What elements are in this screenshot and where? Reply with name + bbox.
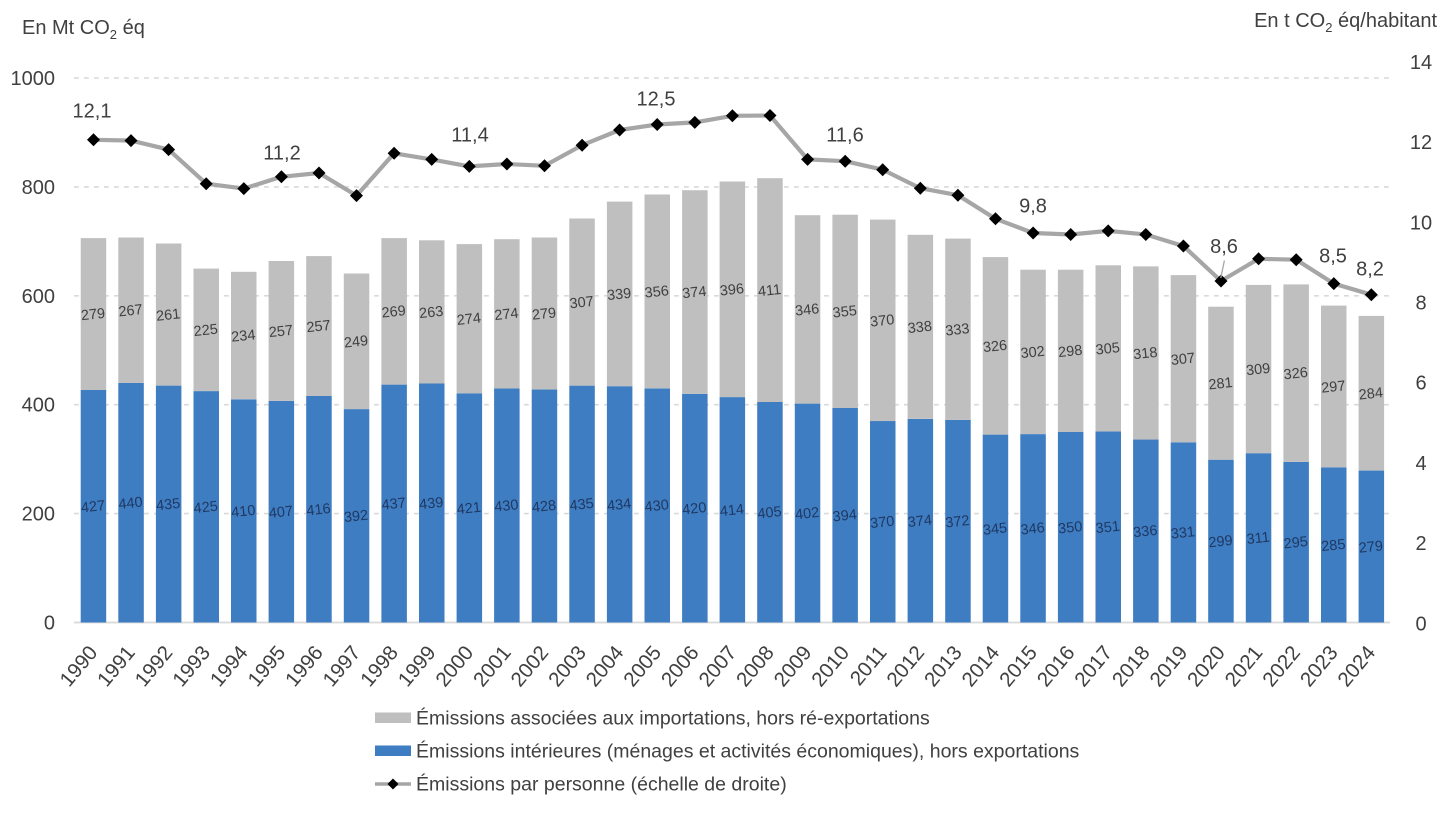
svg-text:411: 411 — [757, 282, 782, 300]
svg-text:430: 430 — [644, 497, 670, 515]
svg-text:425: 425 — [193, 499, 219, 517]
svg-text:0: 0 — [1415, 613, 1426, 635]
svg-text:326: 326 — [982, 338, 1008, 356]
svg-text:350: 350 — [1057, 519, 1083, 537]
svg-text:11,4: 11,4 — [451, 125, 488, 147]
svg-text:10: 10 — [1410, 212, 1432, 234]
svg-text:346: 346 — [1020, 520, 1046, 538]
svg-text:Émissions associées aux import: Émissions associées aux importations, ho… — [416, 707, 930, 730]
svg-text:420: 420 — [682, 500, 708, 518]
svg-text:439: 439 — [418, 495, 444, 513]
svg-text:8,2: 8,2 — [1356, 259, 1384, 281]
svg-text:En Mt CO2 éq: En Mt CO2 éq — [22, 17, 145, 42]
svg-text:311: 311 — [1246, 530, 1271, 548]
svg-text:430: 430 — [494, 497, 520, 515]
svg-text:263: 263 — [418, 304, 444, 322]
svg-text:Émissions par personne (échell: Émissions par personne (échelle de droit… — [416, 773, 787, 796]
svg-text:1000: 1000 — [11, 68, 56, 90]
svg-text:326: 326 — [1283, 365, 1309, 383]
svg-text:298: 298 — [1057, 343, 1083, 361]
svg-text:402: 402 — [794, 505, 820, 523]
svg-text:9,8: 9,8 — [1019, 196, 1047, 218]
svg-text:345: 345 — [982, 520, 1008, 538]
svg-text:435: 435 — [569, 496, 595, 514]
svg-text:427: 427 — [80, 498, 106, 516]
svg-text:435: 435 — [155, 496, 181, 514]
svg-text:12,5: 12,5 — [637, 89, 676, 111]
svg-text:356: 356 — [644, 283, 670, 301]
svg-text:299: 299 — [1208, 533, 1234, 551]
svg-text:269: 269 — [381, 303, 407, 321]
svg-text:257: 257 — [268, 323, 294, 341]
svg-text:307: 307 — [569, 294, 595, 312]
svg-text:279: 279 — [1358, 538, 1384, 556]
svg-text:414: 414 — [719, 502, 745, 520]
svg-text:200: 200 — [22, 504, 55, 526]
svg-text:800: 800 — [22, 177, 55, 199]
svg-text:416: 416 — [306, 501, 332, 519]
svg-text:281: 281 — [1208, 375, 1234, 393]
svg-text:0: 0 — [44, 613, 55, 635]
svg-text:600: 600 — [22, 286, 55, 308]
svg-text:338: 338 — [907, 319, 933, 337]
svg-text:2: 2 — [1415, 533, 1426, 555]
svg-text:234: 234 — [231, 327, 257, 345]
svg-text:12: 12 — [1410, 132, 1432, 154]
svg-text:295: 295 — [1283, 534, 1309, 552]
svg-text:309: 309 — [1245, 361, 1271, 379]
svg-text:267: 267 — [118, 302, 144, 320]
svg-text:396: 396 — [719, 281, 745, 299]
svg-text:11,6: 11,6 — [826, 125, 863, 147]
svg-text:421: 421 — [456, 500, 482, 518]
svg-text:339: 339 — [606, 286, 632, 304]
svg-text:225: 225 — [193, 322, 219, 340]
svg-text:370: 370 — [869, 312, 895, 330]
svg-text:257: 257 — [306, 318, 332, 336]
svg-text:279: 279 — [80, 306, 106, 324]
svg-text:407: 407 — [268, 504, 294, 522]
svg-text:307: 307 — [1170, 351, 1196, 369]
svg-text:410: 410 — [231, 503, 257, 521]
svg-text:302: 302 — [1020, 344, 1046, 362]
svg-text:249: 249 — [343, 333, 369, 351]
svg-text:400: 400 — [22, 395, 55, 417]
svg-text:437: 437 — [381, 495, 407, 513]
svg-text:394: 394 — [832, 507, 858, 525]
svg-text:8,5: 8,5 — [1319, 246, 1347, 268]
svg-text:374: 374 — [907, 513, 933, 531]
svg-text:297: 297 — [1321, 378, 1347, 396]
svg-text:8,6: 8,6 — [1210, 236, 1238, 258]
svg-text:440: 440 — [118, 495, 144, 513]
svg-text:305: 305 — [1095, 340, 1121, 358]
svg-text:279: 279 — [531, 305, 557, 323]
svg-text:284: 284 — [1358, 385, 1384, 403]
svg-text:4: 4 — [1415, 453, 1426, 475]
svg-text:En t CO2 éq/habitant: En t CO2 éq/habitant — [1254, 10, 1437, 35]
svg-text:434: 434 — [606, 496, 632, 514]
svg-text:336: 336 — [1133, 523, 1159, 541]
svg-text:428: 428 — [531, 498, 557, 516]
svg-text:14: 14 — [1410, 52, 1432, 74]
svg-text:285: 285 — [1321, 537, 1347, 555]
svg-text:318: 318 — [1133, 345, 1159, 363]
svg-text:274: 274 — [494, 306, 520, 324]
svg-text:331: 331 — [1170, 524, 1196, 542]
svg-text:274: 274 — [456, 311, 482, 329]
svg-text:392: 392 — [343, 508, 369, 526]
svg-text:372: 372 — [945, 513, 971, 531]
svg-text:346: 346 — [794, 301, 820, 319]
svg-text:374: 374 — [682, 284, 708, 302]
svg-text:351: 351 — [1095, 519, 1121, 537]
svg-text:333: 333 — [945, 321, 971, 339]
svg-text:355: 355 — [832, 303, 858, 321]
svg-text:6: 6 — [1415, 373, 1426, 395]
svg-text:Émissions intérieures (ménages: Émissions intérieures (ménages et activi… — [416, 740, 1080, 763]
svg-text:261: 261 — [155, 306, 181, 324]
svg-text:8: 8 — [1415, 293, 1426, 315]
svg-text:11,2: 11,2 — [263, 143, 300, 165]
svg-text:405: 405 — [757, 504, 783, 522]
svg-text:12,1: 12,1 — [73, 101, 112, 123]
svg-text:370: 370 — [869, 514, 895, 532]
